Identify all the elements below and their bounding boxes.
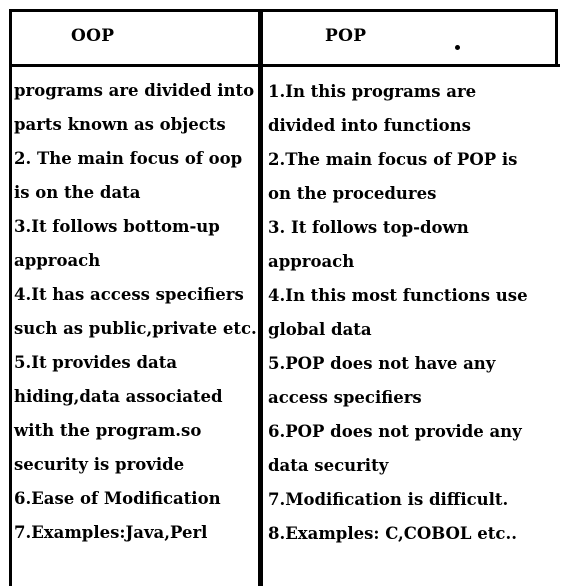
pop-line: 1.In this programs are bbox=[268, 82, 477, 101]
oop-line: programs are divided into bbox=[14, 81, 255, 100]
pop-line: 8.Examples: C,COBOL etc.. bbox=[268, 524, 517, 543]
oop-line: hiding,data associated bbox=[14, 387, 223, 406]
oop-line: approach bbox=[14, 251, 101, 270]
oop-line: with the program.so bbox=[14, 421, 202, 440]
pop-line: 2.The main focus of POP is bbox=[268, 150, 518, 169]
oop-line: 3.It follows bottom-up bbox=[14, 217, 220, 236]
header-bottom-border bbox=[9, 64, 560, 67]
pop-line: 3. It follows top-down bbox=[268, 218, 469, 237]
oop-line: parts known as objects bbox=[14, 115, 226, 134]
oop-line: 5.It provides data bbox=[14, 353, 178, 372]
pop-line: data security bbox=[268, 456, 389, 475]
oop-line: 2. The main focus of oop bbox=[14, 149, 243, 168]
column-divider bbox=[258, 9, 263, 586]
pop-line: divided into functions bbox=[268, 116, 471, 135]
pop-line: approach bbox=[268, 252, 355, 271]
pop-line: on the procedures bbox=[268, 184, 437, 203]
table-left-border bbox=[9, 9, 12, 586]
pop-line: global data bbox=[268, 320, 372, 339]
oop-line: is on the data bbox=[14, 183, 141, 202]
table-top-border bbox=[9, 9, 558, 12]
pop-column: 1.In this programs are divided into func… bbox=[268, 75, 528, 551]
stray-dot bbox=[455, 45, 460, 50]
oop-line: 4.It has access specifiers bbox=[14, 285, 244, 304]
pop-line: access specifiers bbox=[268, 388, 422, 407]
pop-line: 4.In this most functions use bbox=[268, 286, 528, 305]
header-pop: POP bbox=[325, 26, 367, 46]
oop-line: 6.Ease of Modification bbox=[14, 489, 221, 508]
oop-line: 7.Examples:Java,Perl bbox=[14, 523, 208, 542]
table-right-border bbox=[555, 9, 558, 67]
oop-line: such as public,private etc. bbox=[14, 319, 257, 338]
oop-column: programs are divided into parts known as… bbox=[14, 74, 257, 550]
oop-line: security is provide bbox=[14, 455, 185, 474]
pop-line: 6.POP does not provide any bbox=[268, 422, 522, 441]
pop-line: 7.Modification is difficult. bbox=[268, 490, 509, 509]
pop-line: 5.POP does not have any bbox=[268, 354, 496, 373]
header-oop: OOP bbox=[71, 26, 115, 46]
